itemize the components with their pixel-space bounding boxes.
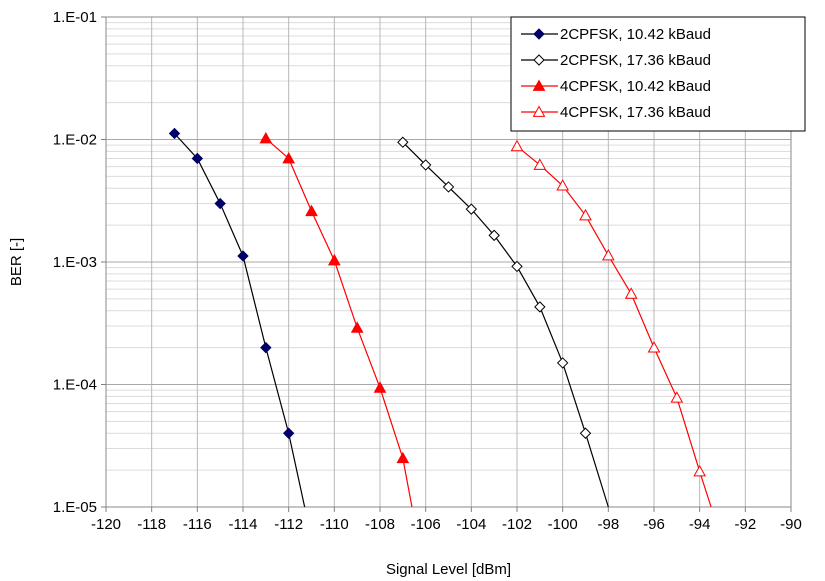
data-point	[282, 427, 295, 439]
y-tick-label: 1.E-04	[53, 377, 97, 394]
data-point	[260, 341, 272, 354]
legend: 2CPFSK, 10.42 kBaud 2CPFSK, 17.36 kBaud 4C…	[510, 16, 806, 132]
x-tick-label: -116	[183, 516, 212, 533]
series-line	[516, 145, 712, 508]
data-point	[579, 208, 592, 221]
x-tick-label: -112	[274, 516, 303, 533]
data-point	[259, 131, 273, 144]
data-point	[237, 250, 249, 262]
data-point	[579, 427, 592, 439]
data-point	[488, 229, 500, 242]
data-point	[693, 464, 707, 477]
data-point	[670, 391, 684, 403]
data-point	[533, 158, 547, 170]
x-tick-label: -100	[548, 516, 578, 533]
y-tick-label: 1.E-03	[53, 254, 97, 271]
data-point	[510, 139, 524, 152]
x-axis-ticks: -120 -118 -116 -114 -112 -110 -108 -106 -104 -102…	[91, 507, 802, 533]
series-line	[265, 137, 413, 508]
data-point	[647, 341, 661, 353]
series-line	[402, 141, 609, 508]
data-point	[556, 179, 570, 191]
y-tick-label: 1.E-05	[53, 499, 97, 516]
legend-marker	[533, 54, 545, 66]
legend-label: 2CPFSK, 10.42 kBaud	[560, 26, 711, 43]
legend-label: 4CPFSK, 10.42 kBaud	[560, 78, 711, 95]
y-axis-title: BER [-]	[8, 238, 25, 286]
series-3	[259, 131, 413, 508]
data-point	[373, 381, 387, 393]
data-point	[556, 357, 569, 369]
series-line	[174, 133, 306, 508]
y-tick-label: 1.E-02	[53, 132, 97, 149]
legend-marker	[533, 28, 545, 40]
legend-marker	[532, 79, 546, 91]
data-point	[624, 287, 638, 299]
x-tick-label: -92	[734, 516, 756, 533]
data-point	[465, 203, 478, 215]
y-tick-label: 1.E-01	[53, 9, 97, 26]
legend-marker	[532, 105, 546, 117]
x-tick-label: -108	[365, 516, 395, 533]
data-point	[397, 136, 409, 148]
data-point	[350, 321, 364, 333]
legend-box	[510, 16, 806, 132]
data-point	[396, 451, 410, 464]
data-point	[305, 204, 318, 217]
x-axis-title: Signal Level [dBm]	[386, 561, 511, 578]
data-point	[419, 159, 432, 171]
x-tick-label: -98	[597, 516, 619, 533]
legend-entry: 2CPFSK, 10.42 kBaud	[521, 26, 711, 43]
legend-entry: 2CPFSK, 17.36 kBaud	[521, 52, 711, 69]
data-point	[191, 152, 204, 165]
legend-entry: 4CPFSK, 10.42 kBaud	[521, 78, 711, 95]
data-point	[168, 127, 181, 140]
x-tick-label: -110	[320, 516, 349, 533]
data-point	[601, 248, 615, 261]
data-point	[282, 151, 296, 164]
x-tick-label: -118	[137, 516, 166, 533]
x-tick-label: -102	[502, 516, 532, 533]
x-tick-label: -120	[91, 516, 121, 533]
x-tick-label: -104	[456, 516, 486, 533]
x-tick-label: -90	[780, 516, 802, 533]
data-point	[214, 197, 226, 210]
y-axis-ticks: 1.E-01 1.E-02 1.E-03 1.E-04 1.E-05	[53, 9, 106, 516]
data-point	[327, 253, 341, 266]
legend-entry: 4CPFSK, 17.36 kBaud	[521, 104, 711, 121]
x-tick-label: -106	[411, 516, 441, 533]
legend-label: 2CPFSK, 17.36 kBaud	[560, 52, 711, 69]
series-layer	[168, 127, 712, 508]
series-2	[397, 136, 609, 508]
legend-label: 4CPFSK, 17.36 kBaud	[560, 104, 711, 121]
data-point	[442, 181, 455, 193]
x-tick-label: -96	[643, 516, 665, 533]
x-tick-label: -114	[229, 516, 258, 533]
data-point	[511, 260, 523, 273]
data-point	[534, 301, 546, 313]
series-1	[168, 127, 306, 508]
series-4	[510, 139, 712, 508]
x-tick-label: -94	[689, 516, 711, 533]
